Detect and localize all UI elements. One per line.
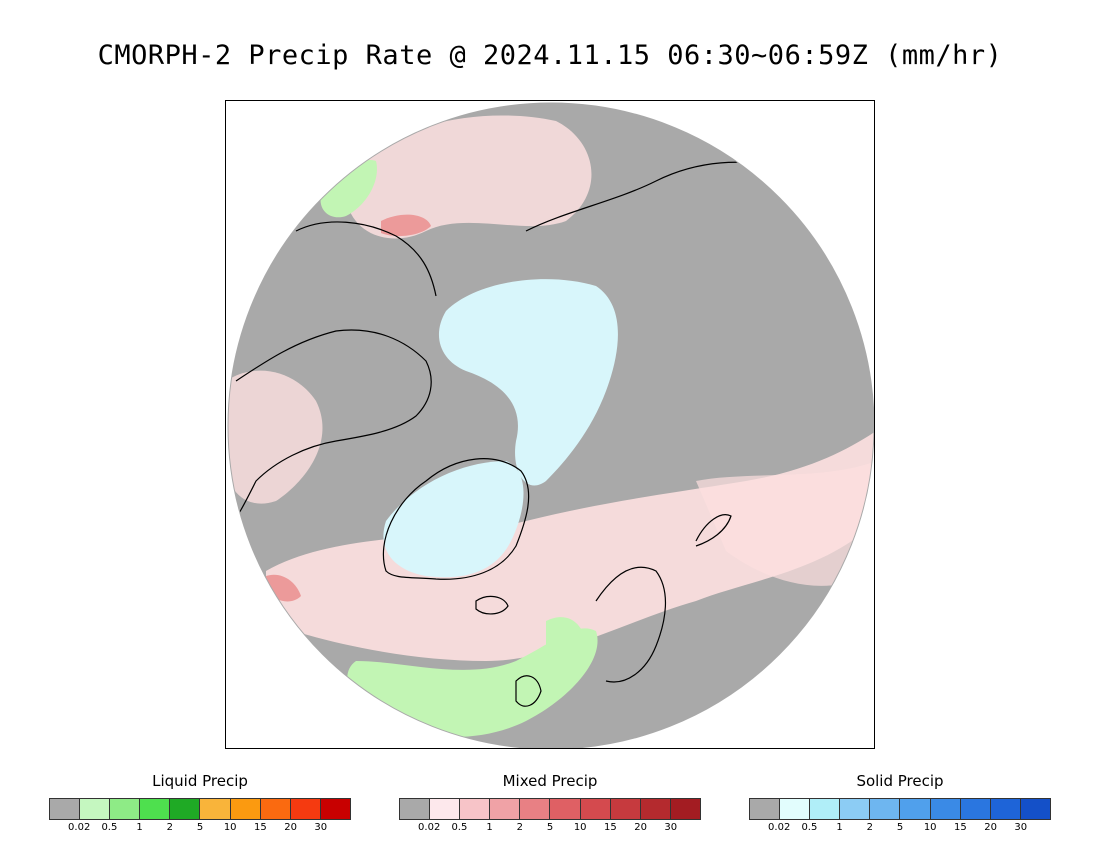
legend-swatch bbox=[490, 799, 521, 819]
legend-tick-label: 15 bbox=[604, 822, 617, 833]
legend-swatch bbox=[460, 799, 491, 819]
coastline-canada bbox=[228, 329, 432, 532]
legend-swatch bbox=[520, 799, 551, 819]
coastline-britain bbox=[515, 675, 542, 707]
legend-solid: Solid Precip 0.02 0.5 1 2 5 10 15 20 30 bbox=[749, 770, 1051, 836]
legend-swatch bbox=[960, 799, 991, 819]
coastline-scandinavia bbox=[595, 566, 666, 683]
legend-tick-label: 5 bbox=[196, 822, 204, 833]
legend-tick-label: 20 bbox=[984, 822, 997, 833]
map-frame bbox=[225, 100, 875, 749]
legend-tick-label: 5 bbox=[546, 822, 554, 833]
legend-swatch bbox=[900, 799, 931, 819]
legend-solid-ticks: 0.02 0.5 1 2 5 10 15 20 30 bbox=[749, 822, 1051, 836]
region-heavy-mixed-alaska bbox=[381, 214, 431, 237]
legend-swatch bbox=[50, 799, 81, 819]
legend-swatch bbox=[580, 799, 611, 819]
region-mixed-pacific bbox=[228, 370, 323, 504]
legend-swatch bbox=[320, 799, 350, 819]
coastline-alaska bbox=[295, 221, 437, 297]
legend-swatch bbox=[290, 799, 321, 819]
legend-swatch bbox=[810, 799, 841, 819]
legend-tick-label: 0.5 bbox=[801, 822, 818, 833]
legend-swatch bbox=[930, 799, 961, 819]
coastline-greenland bbox=[382, 458, 530, 580]
legend-tick-label: 5 bbox=[896, 822, 904, 833]
legend-tick-label: 30 bbox=[664, 822, 678, 833]
legend-mixed-swatches bbox=[399, 798, 701, 820]
legend-swatch bbox=[990, 799, 1021, 819]
legend-swatch bbox=[640, 799, 671, 819]
legend-tick-label: 0.02 bbox=[68, 822, 91, 833]
legend-swatch bbox=[550, 799, 581, 819]
legend-tick-label: 10 bbox=[573, 822, 587, 833]
legend-liquid-swatches bbox=[49, 798, 351, 820]
legend-tick-label: 0.5 bbox=[101, 822, 118, 833]
legend-tick-label: 10 bbox=[923, 822, 937, 833]
legend-tick-label: 2 bbox=[866, 822, 873, 833]
legend-tick-label: 2 bbox=[166, 822, 173, 833]
region-liquid-atlantic bbox=[347, 628, 598, 738]
legend-mixed-title: Mixed Precip bbox=[502, 772, 598, 790]
legend-swatch bbox=[670, 799, 700, 819]
legend-tick-label: 30 bbox=[1014, 822, 1028, 833]
legend-swatch bbox=[870, 799, 901, 819]
legend-tick-label: 20 bbox=[284, 822, 297, 833]
legend-swatch bbox=[840, 799, 871, 819]
legend-tick-label: 10 bbox=[223, 822, 237, 833]
legend-tick-label: 20 bbox=[634, 822, 647, 833]
legend-swatch bbox=[80, 799, 111, 819]
legend-tick-label: 1 bbox=[486, 822, 493, 833]
region-solid-arctic bbox=[438, 279, 618, 486]
region-liquid-north-sea bbox=[546, 617, 586, 660]
legend-tick-label: 0.02 bbox=[418, 822, 441, 833]
legend-mixed: Mixed Precip 0.02 0.5 1 2 5 10 15 20 30 bbox=[399, 770, 701, 836]
legend-swatch bbox=[200, 799, 231, 819]
legend-swatch bbox=[140, 799, 171, 819]
legend-swatch bbox=[430, 799, 461, 819]
legend-swatch bbox=[780, 799, 811, 819]
legend-liquid-ticks: 0.02 0.5 1 2 5 10 15 20 30 bbox=[49, 822, 351, 836]
legend-swatch bbox=[260, 799, 291, 819]
legend-swatch bbox=[400, 799, 431, 819]
map-disc-edge bbox=[227, 102, 874, 748]
legend-tick-label: 2 bbox=[516, 822, 523, 833]
region-mixed-siberia bbox=[696, 461, 874, 586]
legend-swatch bbox=[750, 799, 781, 819]
legend-solid-title: Solid Precip bbox=[856, 772, 944, 790]
legend-mixed-ticks: 0.02 0.5 1 2 5 10 15 20 30 bbox=[399, 822, 701, 836]
legend-swatch bbox=[1020, 799, 1050, 819]
legend-tick-label: 0.5 bbox=[451, 822, 468, 833]
region-solid-greenland bbox=[383, 461, 524, 578]
coastline-novaya-zemlya bbox=[695, 514, 732, 547]
legend-liquid-title: Liquid Precip bbox=[152, 772, 248, 790]
legend-tick-label: 15 bbox=[254, 822, 267, 833]
region-mixed-bering bbox=[344, 115, 592, 239]
polar-map bbox=[227, 102, 874, 748]
region-liquid-pacific bbox=[320, 160, 377, 218]
map-title: CMORPH-2 Precip Rate @ 2024.11.15 06:30~… bbox=[97, 40, 1003, 71]
legend-swatch bbox=[610, 799, 641, 819]
legend-swatch bbox=[170, 799, 201, 819]
legend-tick-label: 0.02 bbox=[768, 822, 791, 833]
legend-tick-label: 15 bbox=[954, 822, 967, 833]
coastlines bbox=[228, 161, 787, 707]
coastline-iceland bbox=[475, 595, 509, 615]
legend-swatch bbox=[110, 799, 141, 819]
legend-swatch bbox=[230, 799, 261, 819]
legend-solid-swatches bbox=[749, 798, 1051, 820]
legend-liquid: Liquid Precip 0.02 0.5 1 2 5 10 15 20 30 bbox=[49, 770, 351, 836]
legend-tick-label: 30 bbox=[314, 822, 328, 833]
legend-tick-label: 1 bbox=[136, 822, 143, 833]
legend-tick-label: 1 bbox=[836, 822, 843, 833]
